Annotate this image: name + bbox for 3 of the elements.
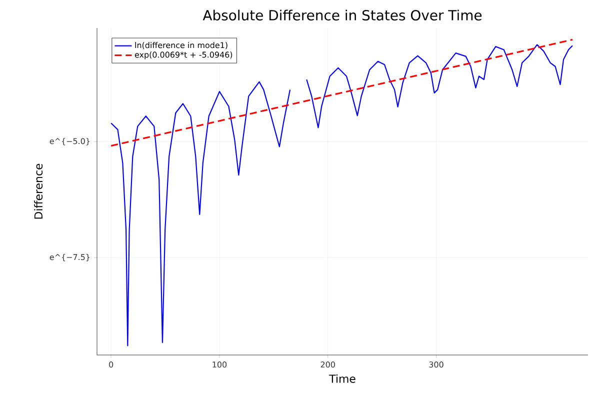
chart-title: Absolute Difference in States Over Time bbox=[202, 10, 482, 20]
y-axis-title: Difference bbox=[34, 164, 43, 219]
x-axis-title: Time bbox=[329, 374, 356, 383]
